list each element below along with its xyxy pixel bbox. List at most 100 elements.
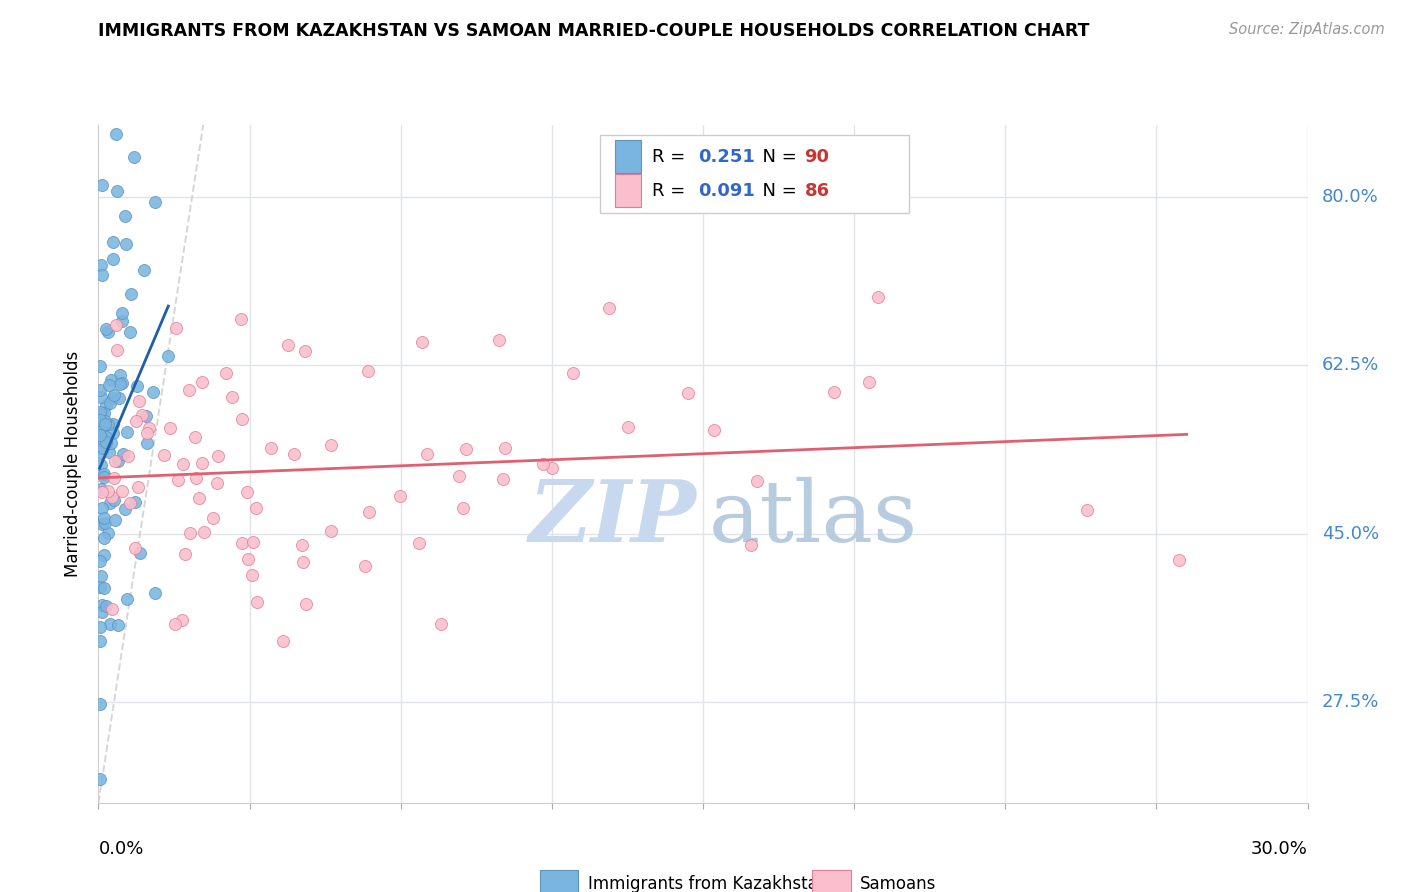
Point: [89, 383, 111, 397]
Point: [166, 321, 188, 335]
Point: [97, 377, 120, 392]
Point: [120, 286, 142, 301]
Point: [103, 426, 125, 441]
Point: [321, 438, 343, 452]
Text: Samoans: Samoans: [860, 875, 936, 892]
Point: [541, 461, 564, 475]
Point: [103, 417, 125, 431]
Point: [122, 151, 145, 165]
Point: [90, 516, 112, 531]
Point: [127, 379, 149, 393]
Point: [98, 445, 121, 459]
Point: [494, 442, 516, 456]
Point: [90, 390, 112, 404]
Point: [173, 547, 195, 561]
Point: [94, 398, 117, 412]
Point: [91, 606, 114, 620]
Point: [114, 502, 136, 516]
Point: [447, 469, 470, 483]
Point: [454, 442, 477, 457]
Point: [246, 594, 269, 608]
Point: [94, 516, 117, 531]
Point: [138, 420, 160, 434]
Point: [231, 312, 253, 326]
Y-axis label: Married-couple Households: Married-couple Households: [65, 351, 83, 577]
Point: [118, 496, 141, 510]
Point: [231, 536, 253, 550]
Text: IMMIGRANTS FROM KAZAKHSTAN VS SAMOAN MARRIED-COUPLE HOUSEHOLDS CORRELATION CHART: IMMIGRANTS FROM KAZAKHSTAN VS SAMOAN MAR…: [98, 22, 1090, 40]
Point: [103, 470, 125, 484]
Point: [111, 483, 134, 498]
Point: [430, 617, 453, 632]
Text: Immigrants from Kazakhstan: Immigrants from Kazakhstan: [588, 875, 828, 892]
Point: [93, 406, 115, 420]
Point: [108, 391, 131, 405]
Point: [142, 385, 165, 400]
Point: [186, 471, 208, 485]
Point: [103, 492, 125, 507]
Point: [291, 538, 314, 552]
Point: [89, 424, 111, 438]
Point: [97, 483, 120, 498]
Point: [1167, 552, 1189, 566]
Point: [94, 322, 117, 336]
Text: Source: ZipAtlas.com: Source: ZipAtlas.com: [1229, 22, 1385, 37]
Point: [277, 338, 299, 352]
Text: 86: 86: [804, 182, 830, 200]
Point: [115, 592, 138, 607]
Point: [824, 384, 846, 399]
Point: [231, 411, 253, 425]
Point: [143, 586, 166, 600]
Point: [191, 375, 214, 389]
Point: [114, 210, 136, 224]
Point: [488, 333, 510, 347]
Point: [215, 366, 238, 380]
Point: [207, 449, 229, 463]
Text: 0.091: 0.091: [699, 182, 755, 200]
Point: [131, 408, 153, 422]
Point: [89, 581, 111, 595]
Point: [93, 548, 115, 562]
Point: [117, 449, 139, 463]
Point: [93, 532, 115, 546]
Point: [97, 525, 120, 540]
Point: [89, 413, 111, 427]
Text: N =: N =: [751, 182, 803, 200]
Point: [104, 318, 127, 333]
Point: [111, 313, 134, 327]
Point: [221, 390, 243, 404]
Point: [108, 377, 131, 392]
FancyBboxPatch shape: [600, 135, 908, 213]
Point: [747, 474, 769, 488]
Point: [273, 633, 295, 648]
Point: [89, 772, 111, 786]
Point: [132, 263, 155, 277]
Point: [242, 534, 264, 549]
Point: [283, 448, 305, 462]
Point: [112, 447, 135, 461]
Point: [107, 617, 129, 632]
Point: [100, 496, 122, 510]
Point: [191, 456, 214, 470]
Point: [240, 568, 263, 582]
Bar: [540, 870, 578, 892]
Point: [94, 417, 117, 431]
Point: [136, 435, 159, 450]
Text: ZIP: ZIP: [529, 476, 697, 560]
Point: [90, 569, 112, 583]
Point: [562, 367, 585, 381]
Point: [111, 306, 134, 320]
Point: [91, 178, 114, 192]
Point: [193, 525, 215, 540]
Point: [114, 237, 136, 252]
Point: [678, 386, 700, 401]
Point: [492, 472, 515, 486]
Point: [531, 457, 554, 471]
Text: 45.0%: 45.0%: [1322, 524, 1379, 542]
Point: [89, 423, 111, 437]
Point: [172, 457, 194, 471]
Point: [93, 511, 115, 525]
Point: [101, 391, 124, 405]
Point: [104, 513, 127, 527]
Point: [124, 495, 146, 509]
